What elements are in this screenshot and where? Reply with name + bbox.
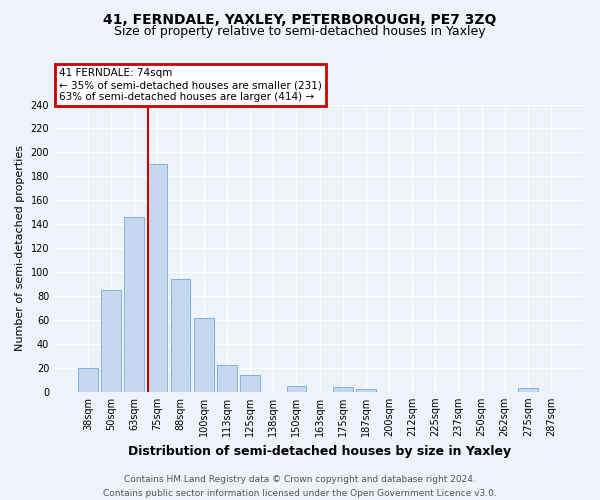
Bar [356, 390, 376, 392]
Bar [194, 318, 214, 392]
Bar [124, 217, 144, 392]
Text: 41 FERNDALE: 74sqm
← 35% of semi-detached houses are smaller (231)
63% of semi-d: 41 FERNDALE: 74sqm ← 35% of semi-detache… [59, 68, 322, 102]
Bar [78, 368, 98, 392]
Bar [217, 366, 237, 392]
Bar [240, 375, 260, 392]
Bar [171, 280, 190, 392]
Bar [148, 164, 167, 392]
Y-axis label: Number of semi-detached properties: Number of semi-detached properties [15, 145, 25, 351]
X-axis label: Distribution of semi-detached houses by size in Yaxley: Distribution of semi-detached houses by … [128, 444, 511, 458]
Bar [518, 388, 538, 392]
Bar [333, 387, 353, 392]
Bar [101, 290, 121, 392]
Bar [287, 386, 306, 392]
Text: Size of property relative to semi-detached houses in Yaxley: Size of property relative to semi-detach… [114, 24, 486, 38]
Text: 41, FERNDALE, YAXLEY, PETERBOROUGH, PE7 3ZQ: 41, FERNDALE, YAXLEY, PETERBOROUGH, PE7 … [103, 12, 497, 26]
Text: Contains HM Land Registry data © Crown copyright and database right 2024.
Contai: Contains HM Land Registry data © Crown c… [103, 476, 497, 498]
